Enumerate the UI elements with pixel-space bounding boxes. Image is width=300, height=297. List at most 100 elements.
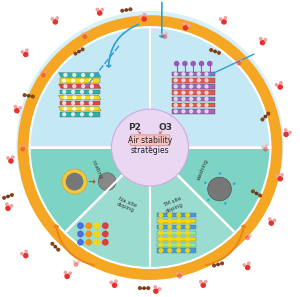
Circle shape — [81, 48, 84, 51]
Bar — [172, 72, 215, 76]
Circle shape — [30, 27, 270, 268]
Circle shape — [24, 253, 28, 258]
Circle shape — [174, 97, 177, 100]
Circle shape — [217, 263, 219, 266]
Bar — [158, 213, 196, 217]
Bar — [172, 109, 215, 113]
Circle shape — [64, 107, 67, 110]
Circle shape — [265, 145, 267, 147]
Circle shape — [168, 249, 172, 252]
Circle shape — [205, 85, 208, 88]
Circle shape — [24, 52, 28, 56]
Circle shape — [78, 50, 80, 53]
Circle shape — [259, 194, 261, 197]
Circle shape — [276, 175, 278, 177]
Circle shape — [197, 85, 200, 88]
Circle shape — [89, 79, 92, 82]
Circle shape — [159, 231, 163, 235]
Polygon shape — [58, 73, 101, 77]
Circle shape — [129, 8, 132, 11]
Polygon shape — [58, 84, 101, 89]
Circle shape — [18, 16, 282, 279]
Circle shape — [19, 107, 21, 109]
Circle shape — [175, 61, 179, 66]
Wedge shape — [150, 148, 270, 233]
Circle shape — [281, 174, 283, 176]
Circle shape — [214, 50, 216, 53]
Circle shape — [186, 231, 189, 235]
Circle shape — [176, 273, 178, 274]
Circle shape — [161, 33, 163, 35]
Circle shape — [159, 243, 163, 247]
Circle shape — [285, 129, 287, 131]
Circle shape — [98, 11, 102, 15]
Bar — [158, 243, 196, 247]
Circle shape — [82, 33, 84, 34]
Circle shape — [86, 231, 92, 237]
Circle shape — [80, 113, 83, 116]
Circle shape — [182, 97, 185, 100]
Circle shape — [222, 20, 226, 24]
Circle shape — [28, 95, 30, 97]
Circle shape — [163, 35, 166, 38]
Circle shape — [89, 102, 92, 105]
Circle shape — [197, 91, 200, 94]
Circle shape — [64, 271, 67, 274]
Circle shape — [73, 107, 76, 110]
Circle shape — [74, 52, 77, 55]
Circle shape — [252, 190, 254, 193]
Circle shape — [91, 73, 94, 76]
Circle shape — [280, 82, 282, 84]
Circle shape — [82, 73, 85, 76]
Circle shape — [115, 280, 117, 282]
Circle shape — [188, 24, 190, 26]
Circle shape — [205, 110, 208, 113]
Circle shape — [190, 85, 193, 88]
Circle shape — [269, 218, 271, 220]
Circle shape — [64, 96, 67, 99]
Circle shape — [112, 283, 117, 287]
Circle shape — [21, 253, 23, 255]
Circle shape — [178, 274, 181, 278]
Circle shape — [210, 49, 212, 51]
Circle shape — [186, 213, 189, 217]
Circle shape — [159, 249, 163, 252]
Circle shape — [183, 26, 188, 30]
Circle shape — [190, 91, 193, 94]
Circle shape — [186, 249, 189, 252]
Circle shape — [57, 248, 60, 251]
Circle shape — [83, 35, 87, 38]
Circle shape — [177, 249, 181, 252]
Circle shape — [143, 287, 145, 289]
Circle shape — [77, 261, 79, 263]
Circle shape — [159, 213, 163, 217]
Circle shape — [208, 61, 212, 66]
Circle shape — [98, 173, 116, 190]
Circle shape — [80, 90, 83, 93]
Circle shape — [89, 90, 92, 93]
Circle shape — [201, 283, 206, 287]
Bar — [172, 103, 215, 107]
Circle shape — [205, 104, 208, 107]
Circle shape — [177, 225, 181, 229]
Circle shape — [23, 145, 25, 147]
Circle shape — [174, 104, 177, 107]
Circle shape — [205, 72, 208, 75]
Text: P2: P2 — [128, 123, 141, 132]
Circle shape — [182, 110, 185, 113]
Circle shape — [80, 79, 83, 82]
Circle shape — [237, 61, 241, 65]
Circle shape — [243, 264, 245, 266]
Circle shape — [205, 281, 207, 283]
Circle shape — [221, 262, 223, 265]
Wedge shape — [65, 148, 150, 268]
Circle shape — [63, 79, 66, 82]
Circle shape — [91, 107, 94, 110]
Circle shape — [165, 32, 167, 34]
Circle shape — [186, 237, 189, 241]
Polygon shape — [60, 101, 100, 105]
Circle shape — [112, 109, 188, 186]
Circle shape — [80, 102, 83, 105]
Circle shape — [205, 97, 208, 100]
Circle shape — [260, 38, 262, 40]
